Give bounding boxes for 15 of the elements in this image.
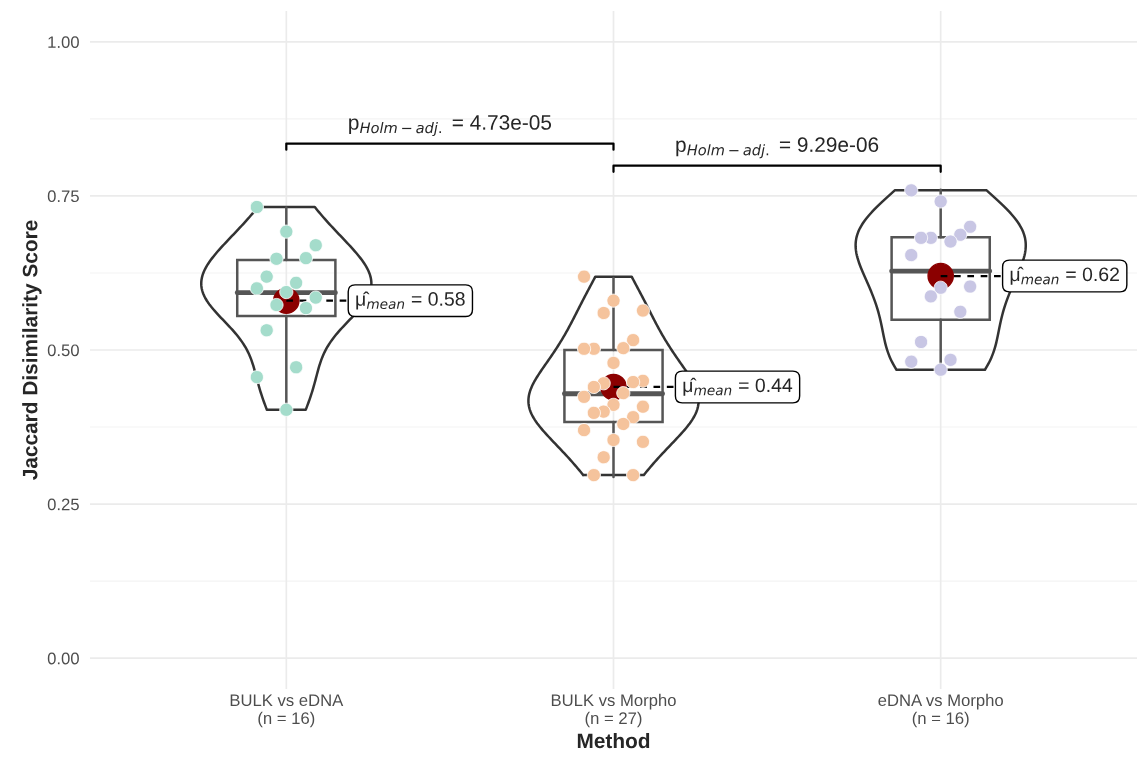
x-tick-label: BULK vs eDNA (n = 16) xyxy=(230,694,344,728)
annotation: μ̂$_{mean}$ = 0.44 xyxy=(683,377,793,396)
annotation: μ̂$_{mean}$ = 0.62 xyxy=(1010,266,1119,285)
annotation: p$_{Holm−adj.}$ = 9.29e-06 xyxy=(676,137,879,159)
y-tick-label: 0.75 xyxy=(47,190,79,203)
y-tick-label: 1.00 xyxy=(48,36,79,49)
x-axis-title: Method xyxy=(577,732,650,749)
annotation: μ̂$_{mean}$ = 0.58 xyxy=(356,291,465,310)
x-tick-label: eDNA vs Morpho (n = 16) xyxy=(878,693,1003,728)
y-tick-label: 0.00 xyxy=(47,652,79,665)
x-tick-label: BULK vs Morpho (n = 27) xyxy=(551,693,676,728)
annotation: p$_{Holm−adj.}$ = 4.73e-05 xyxy=(349,115,552,137)
y-tick-label: 0.25 xyxy=(47,498,79,511)
y-tick-label: 0.50 xyxy=(47,344,79,357)
y-axis-title: Jaccard Disimilarity Score xyxy=(22,220,42,480)
